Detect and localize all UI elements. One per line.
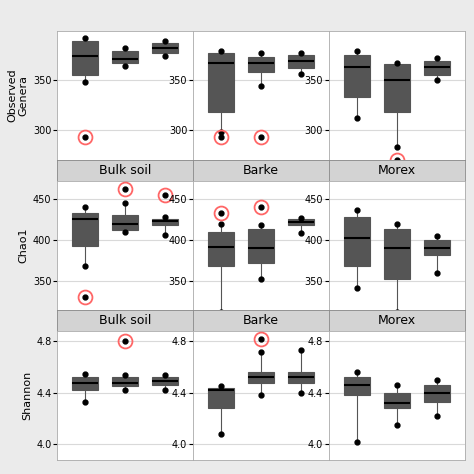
Y-axis label: Shannon: Shannon [22,371,32,420]
PathPatch shape [112,377,138,386]
PathPatch shape [288,55,314,68]
PathPatch shape [424,61,449,75]
Text: Barke: Barke [243,314,279,327]
PathPatch shape [208,388,234,408]
PathPatch shape [208,232,234,266]
PathPatch shape [152,377,178,385]
PathPatch shape [383,64,410,112]
PathPatch shape [424,385,449,402]
PathPatch shape [152,43,178,53]
PathPatch shape [383,229,410,279]
PathPatch shape [72,41,98,75]
Y-axis label: Chao1: Chao1 [18,228,28,263]
PathPatch shape [344,377,370,395]
PathPatch shape [72,213,98,246]
PathPatch shape [72,377,98,390]
PathPatch shape [248,56,273,73]
PathPatch shape [344,55,370,97]
PathPatch shape [424,240,449,255]
PathPatch shape [288,219,314,225]
Y-axis label: Observed
Genera: Observed Genera [7,68,28,122]
PathPatch shape [208,53,234,112]
Text: Morex: Morex [377,164,416,177]
Text: Morex: Morex [377,314,416,327]
PathPatch shape [152,219,178,225]
Text: Bulk soil: Bulk soil [99,164,151,177]
PathPatch shape [248,229,273,263]
PathPatch shape [248,372,273,383]
Text: Bulk soil: Bulk soil [99,314,151,327]
PathPatch shape [344,217,370,266]
PathPatch shape [288,372,314,383]
PathPatch shape [383,393,410,408]
Text: Barke: Barke [243,164,279,177]
PathPatch shape [112,51,138,63]
PathPatch shape [112,215,138,230]
